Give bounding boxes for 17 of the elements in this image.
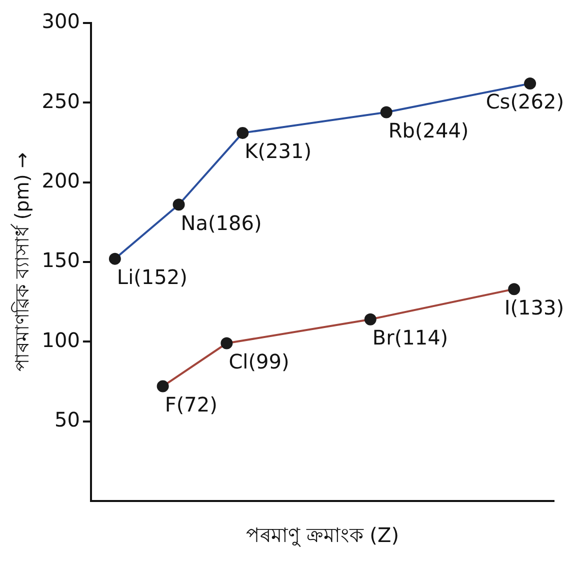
y-axis-title: পাৰমাণৱিক ব্যাসাৰ্ধ (pm) → xyxy=(10,152,34,372)
data-label: Cs(262) xyxy=(486,90,564,114)
data-label: Rb(244) xyxy=(388,118,469,142)
y-tick-label: 100 xyxy=(42,328,80,352)
y-tick-label: 250 xyxy=(42,88,80,113)
data-label: Br(114) xyxy=(372,326,448,350)
data-label: Na(186) xyxy=(180,210,262,235)
data-label: F(72) xyxy=(164,392,218,416)
y-tick-label: 50 xyxy=(54,408,80,432)
data-label: I(133) xyxy=(504,295,564,320)
y-tick-label: 300 xyxy=(42,9,80,34)
y-tick-label: 150 xyxy=(42,248,80,272)
data-label: K(231) xyxy=(244,139,312,164)
x-axis-title: পৰমাণু ক্ৰমাংক (Z) xyxy=(246,523,400,548)
data-label: Cl(99) xyxy=(228,349,290,374)
y-tick-label: 200 xyxy=(42,168,80,193)
data-label: Li(152) xyxy=(116,265,188,290)
